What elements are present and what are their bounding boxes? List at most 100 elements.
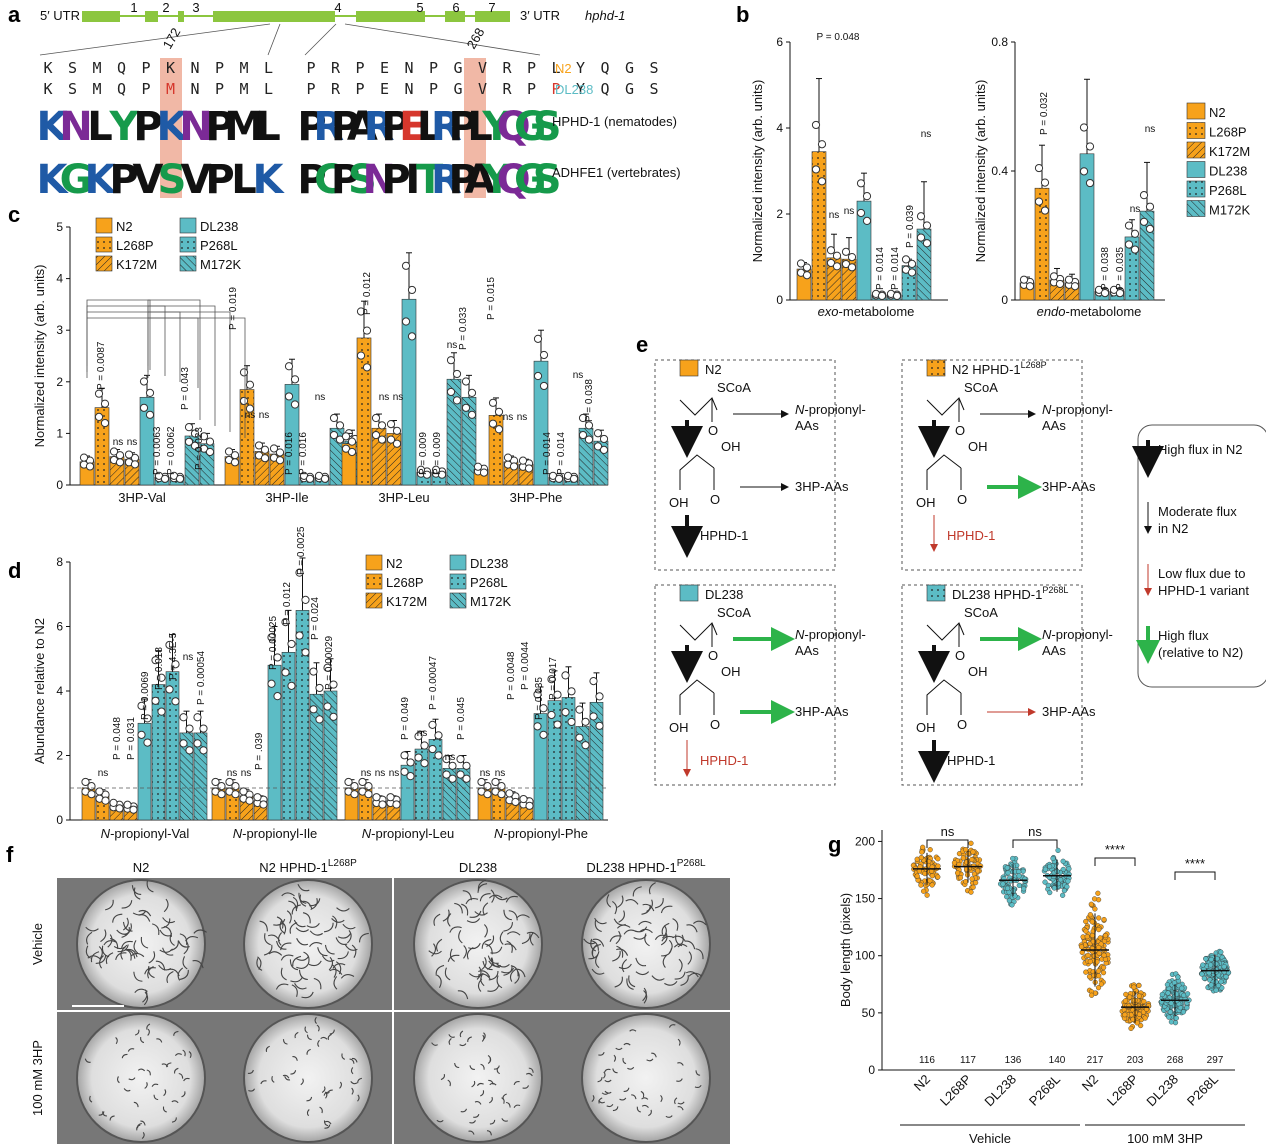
legend-label: DL238 [470,556,508,571]
p-value-annotation: P = 0.039 [905,205,916,248]
logo-letter: M [224,104,264,150]
pathway-title: N2 [705,362,722,377]
column-label: N2 HPHD-1L268P [259,858,357,875]
data-point [145,410,155,419]
logo-letter: P [133,104,162,150]
y-axis-label: Normalized intensity (arb. units) [750,80,765,263]
data-point [1040,206,1050,215]
p-value-annotation: ns [495,768,506,779]
worm [128,1077,136,1081]
flux-legend: High flux in N2 Moderate flux in N2 Low flu… [1132,424,1266,688]
logo-letter: K [85,157,118,203]
worm [182,1049,186,1057]
data-point [1175,974,1181,980]
worm [166,970,174,984]
data-point [109,447,119,456]
worm [612,1106,619,1112]
data-point [356,351,366,360]
residue: Q [117,80,126,98]
p-value-annotation: P = 0.018 [154,647,165,690]
worm [143,991,149,1006]
data-point [494,425,504,434]
data-point [1122,998,1129,1004]
data-point [87,790,96,799]
data-point [401,317,411,326]
worm [648,1109,652,1117]
bar [295,610,310,821]
residue: G [625,80,634,98]
data-point [386,793,395,802]
exon-number: 1 [130,0,137,15]
worm [504,943,517,951]
exon-number: 4 [334,0,341,15]
logo-letter: Y [109,104,140,150]
data-point [593,429,603,438]
worm [646,1058,654,1062]
p-value-annotation: P = 0.032 [1039,92,1050,135]
logo-letter: G [514,157,547,203]
worm [320,1036,328,1040]
data-point [1168,1019,1175,1025]
worm [299,894,307,907]
data-point [593,442,603,451]
y-tick-label: 2 [56,749,63,763]
p-value-annotation: ns [315,392,326,403]
panel-f: f N2 N2 HPHD-1L268P DL238 DL238 HPHD-1P268L… [6,842,730,1144]
worm [454,1062,460,1069]
worm [648,882,656,895]
data-point [145,388,155,397]
p-value-annotation: P = 0.043 [180,367,191,410]
atom-label: O [955,648,965,663]
residue: Q [600,59,609,77]
y-tick-label: 0 [868,1063,875,1077]
data-point [260,454,270,463]
worm [155,960,166,971]
legend-swatch [449,592,467,609]
data-point [335,421,345,430]
atom-label: O [708,648,718,663]
data-point [1165,990,1171,996]
data-point [916,233,926,242]
logo-letter: C [314,157,343,203]
data-point [963,847,969,853]
logo-letter: Y [481,104,512,150]
strain-swatch [679,359,699,377]
worm [436,1119,444,1123]
data-point [975,868,981,874]
worm [623,1042,631,1046]
data-point [1085,142,1095,151]
data-point [401,261,411,270]
worm [631,1094,637,1100]
data-point [341,432,351,441]
product-label: N-propionyl- [795,627,866,642]
worm [466,918,481,923]
worm [635,957,647,967]
worm [137,1068,146,1072]
data-point [434,731,443,740]
worm [351,1057,358,1063]
data-point [184,423,194,432]
pathway-title: DL238 [705,587,743,602]
data-point [462,774,471,783]
molecule-bond [679,454,715,490]
data-point [129,805,138,814]
data-point [547,710,556,720]
data-point [329,680,338,689]
data-point [1025,282,1035,291]
worm [509,968,516,982]
data-point [284,362,294,371]
worm [183,1077,190,1082]
logo-letter: K [37,104,70,150]
data-point [862,216,872,225]
data-point [927,847,933,853]
worm [296,963,310,969]
worm [672,935,686,941]
product-label: N-propionyl- [1042,402,1113,417]
worm [332,964,337,978]
atom-label: OH [968,439,988,454]
data-point [1070,282,1080,291]
data-point [1166,1014,1172,1020]
worm [98,946,103,960]
data-point [914,873,920,879]
worm [583,938,597,945]
